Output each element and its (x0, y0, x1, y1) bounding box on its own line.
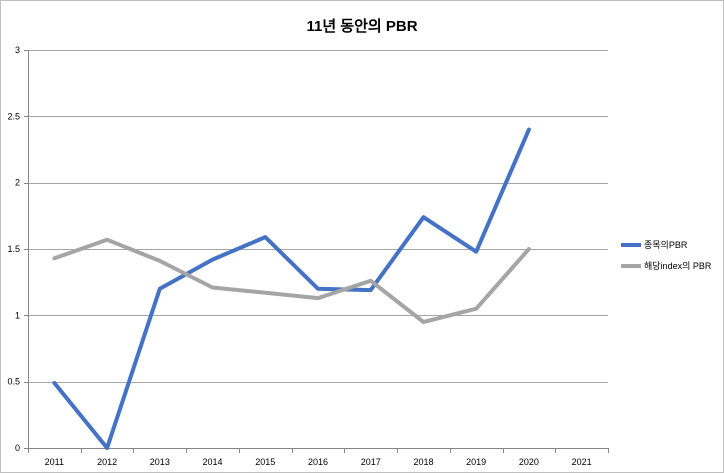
data-point (316, 287, 320, 291)
series-lines (52, 127, 531, 450)
series-line-1 (52, 237, 531, 324)
data-point (263, 235, 267, 239)
data-point (316, 296, 320, 300)
legend-label: 종목의PBR (644, 240, 688, 250)
data-point (105, 446, 109, 450)
data-point (211, 285, 215, 289)
x-tick-label: 2012 (97, 457, 117, 467)
y-tick-label: 0.5 (7, 377, 20, 387)
x-tick-label: 2015 (255, 457, 275, 467)
data-point (421, 215, 425, 219)
y-tick-label: 1.5 (7, 244, 20, 254)
x-tick-label: 2016 (308, 457, 328, 467)
x-tick-label: 2018 (413, 457, 433, 467)
data-point (369, 288, 373, 292)
x-tick-label: 2017 (361, 457, 381, 467)
y-tick-label: 3 (15, 45, 20, 55)
legend-label: 해당index의 PBR (644, 261, 712, 271)
data-point (263, 291, 267, 295)
legend-entry: 종목의PBR (621, 240, 688, 250)
data-point (211, 258, 215, 262)
data-point (52, 256, 56, 260)
legend-entry: 해당index의 PBR (621, 261, 712, 271)
data-point (158, 259, 162, 263)
y-tick-label: 2.5 (7, 111, 20, 121)
chart-title: 11년 동안의 PBR (306, 17, 417, 35)
data-point (474, 307, 478, 311)
x-tick-label: 2021 (572, 457, 592, 467)
data-point (527, 128, 531, 132)
data-point (369, 279, 373, 283)
legend: 종목의PBR 해당index의 PBR (621, 240, 712, 271)
x-tick-label: 2020 (519, 457, 539, 467)
y-tick-label: 1 (15, 310, 20, 320)
x-axis-labels: 2011 2012 2013 2014 2015 2016 2017 2018 2019 2020… (45, 457, 592, 467)
axes (24, 50, 609, 453)
series-line-0 (52, 127, 531, 450)
x-tick-label: 2019 (466, 457, 486, 467)
x-tick-label: 2011 (45, 457, 64, 467)
y-tick-label: 2 (15, 178, 20, 188)
y-tick-label: 0 (15, 443, 20, 453)
data-point (105, 238, 109, 242)
x-tick-label: 2013 (150, 457, 170, 467)
data-point (158, 287, 162, 291)
x-tick-label: 2014 (203, 457, 223, 467)
data-point (52, 381, 56, 385)
data-point (421, 320, 425, 324)
gridlines (28, 50, 608, 383)
data-point (474, 250, 478, 254)
data-point (527, 247, 531, 251)
y-axis-labels: 0 0.5 1 1.5 2 2.5 3 (7, 45, 20, 453)
